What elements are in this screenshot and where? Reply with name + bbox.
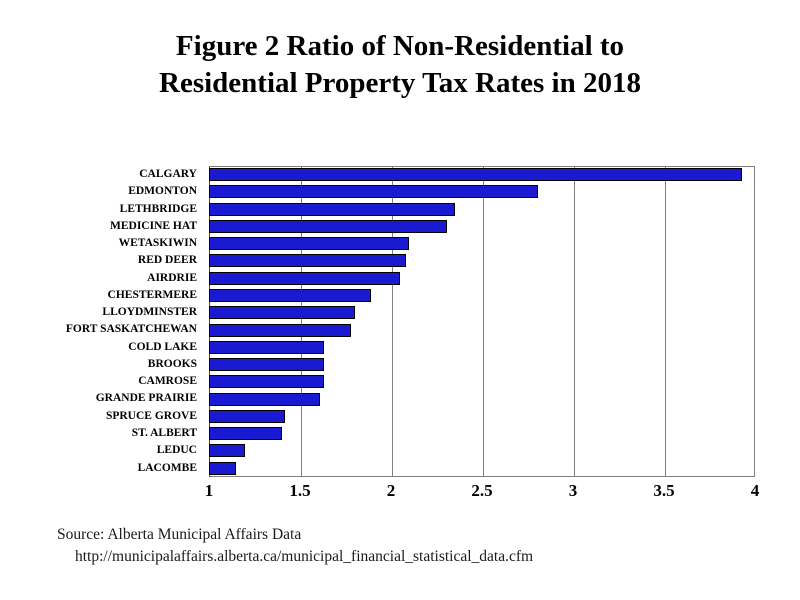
category-label: EDMONTON (128, 185, 197, 198)
bar[interactable] (209, 444, 246, 458)
bar[interactable] (209, 461, 237, 475)
bar-row (209, 252, 755, 269)
category-label: RED DEER (137, 254, 197, 267)
category-label: MEDICINE HAT (109, 219, 197, 232)
category-label: COLD LAKE (128, 340, 197, 353)
bar[interactable] (209, 375, 324, 389)
bar[interactable] (209, 219, 448, 233)
bar-row (209, 425, 755, 442)
bar[interactable] (209, 323, 351, 337)
chart-area: CALGARY EDMONTON LETHBRIDGE MEDICINE HAT WET… (0, 152, 800, 500)
source-note: Source: Alberta Municipal Affairs Data h… (57, 524, 757, 568)
gridline-2 (392, 167, 393, 476)
bar-row (209, 408, 755, 425)
bar-row (209, 287, 755, 304)
category-label: GRANDE PRAIRIE (95, 392, 197, 405)
bar-row (209, 442, 755, 459)
bar[interactable] (209, 271, 401, 285)
bar[interactable] (209, 340, 324, 354)
category-label: WETASKIWIN (118, 237, 197, 250)
category-label: CALGARY (139, 168, 197, 180)
bar-row (209, 218, 755, 235)
bar[interactable] (209, 427, 282, 441)
x-tick-label: 1 (204, 481, 214, 500)
gridline-1-5 (301, 167, 302, 476)
bar-row (209, 390, 755, 407)
chart-title-line-2: Residential Property Tax Rates in 2018 (159, 67, 641, 99)
bar-row (209, 183, 755, 200)
x-tick-label: 1.5 (289, 481, 311, 500)
source-text: Source: Alberta Municipal Affairs Data (57, 526, 302, 543)
category-label: LLOYDMINSTER (102, 306, 197, 319)
category-label: ST. ALBERT (131, 426, 197, 439)
category-label: LACOMBE (137, 461, 197, 474)
category-label: AIRDRIE (147, 271, 197, 284)
bar-row (209, 166, 755, 183)
bar[interactable] (209, 168, 743, 182)
gridline-2-5 (483, 167, 484, 476)
x-tick-label: 4 (750, 481, 760, 500)
bar-row (209, 321, 755, 338)
bar[interactable] (209, 237, 410, 251)
bar-row (209, 460, 755, 477)
bar[interactable] (209, 358, 324, 372)
bar-row (209, 201, 755, 218)
gridline-3-5 (665, 167, 666, 476)
chart-title-line-1: Figure 2 Ratio of Non-Residential to (175, 30, 625, 62)
category-label: CAMROSE (138, 375, 197, 388)
bar-row (209, 356, 755, 373)
gridline-3 (574, 167, 575, 476)
bar[interactable] (209, 288, 371, 302)
category-axis-labels: CALGARY EDMONTON LETHBRIDGE MEDICINE HAT WET… (0, 166, 203, 477)
category-label: SPRUCE GROVE (105, 409, 197, 422)
bar-row (209, 270, 755, 287)
plot-frame (209, 166, 755, 477)
bar[interactable] (209, 392, 321, 406)
x-tick-label: 2.5 (471, 481, 493, 500)
bar-row (209, 339, 755, 356)
bar-row (209, 304, 755, 321)
bar-row (209, 235, 755, 252)
bar[interactable] (209, 202, 455, 216)
bar[interactable] (209, 254, 406, 268)
category-label: LEDUC (156, 444, 197, 457)
category-label: FORT SASKATCHEWAN (65, 323, 197, 336)
category-label: CHESTERMERE (107, 288, 197, 301)
source-url[interactable]: http://municipalaffairs.alberta.ca/munic… (75, 548, 534, 565)
bar-row (209, 373, 755, 390)
x-tick-label: 3 (568, 481, 578, 500)
bar[interactable] (209, 185, 539, 199)
x-tick-label: 2 (386, 481, 396, 500)
category-label: BROOKS (147, 357, 197, 370)
category-label: LETHBRIDGE (119, 202, 197, 215)
bar[interactable] (209, 306, 355, 320)
value-axis-labels: 1 1.5 2 2.5 3 3.5 4 (205, 478, 760, 508)
bars-container (209, 166, 755, 477)
x-tick-label: 3.5 (653, 481, 675, 500)
bar[interactable] (209, 409, 286, 423)
chart-title: Figure 2 Ratio of Non-Residential to Res… (0, 28, 800, 102)
